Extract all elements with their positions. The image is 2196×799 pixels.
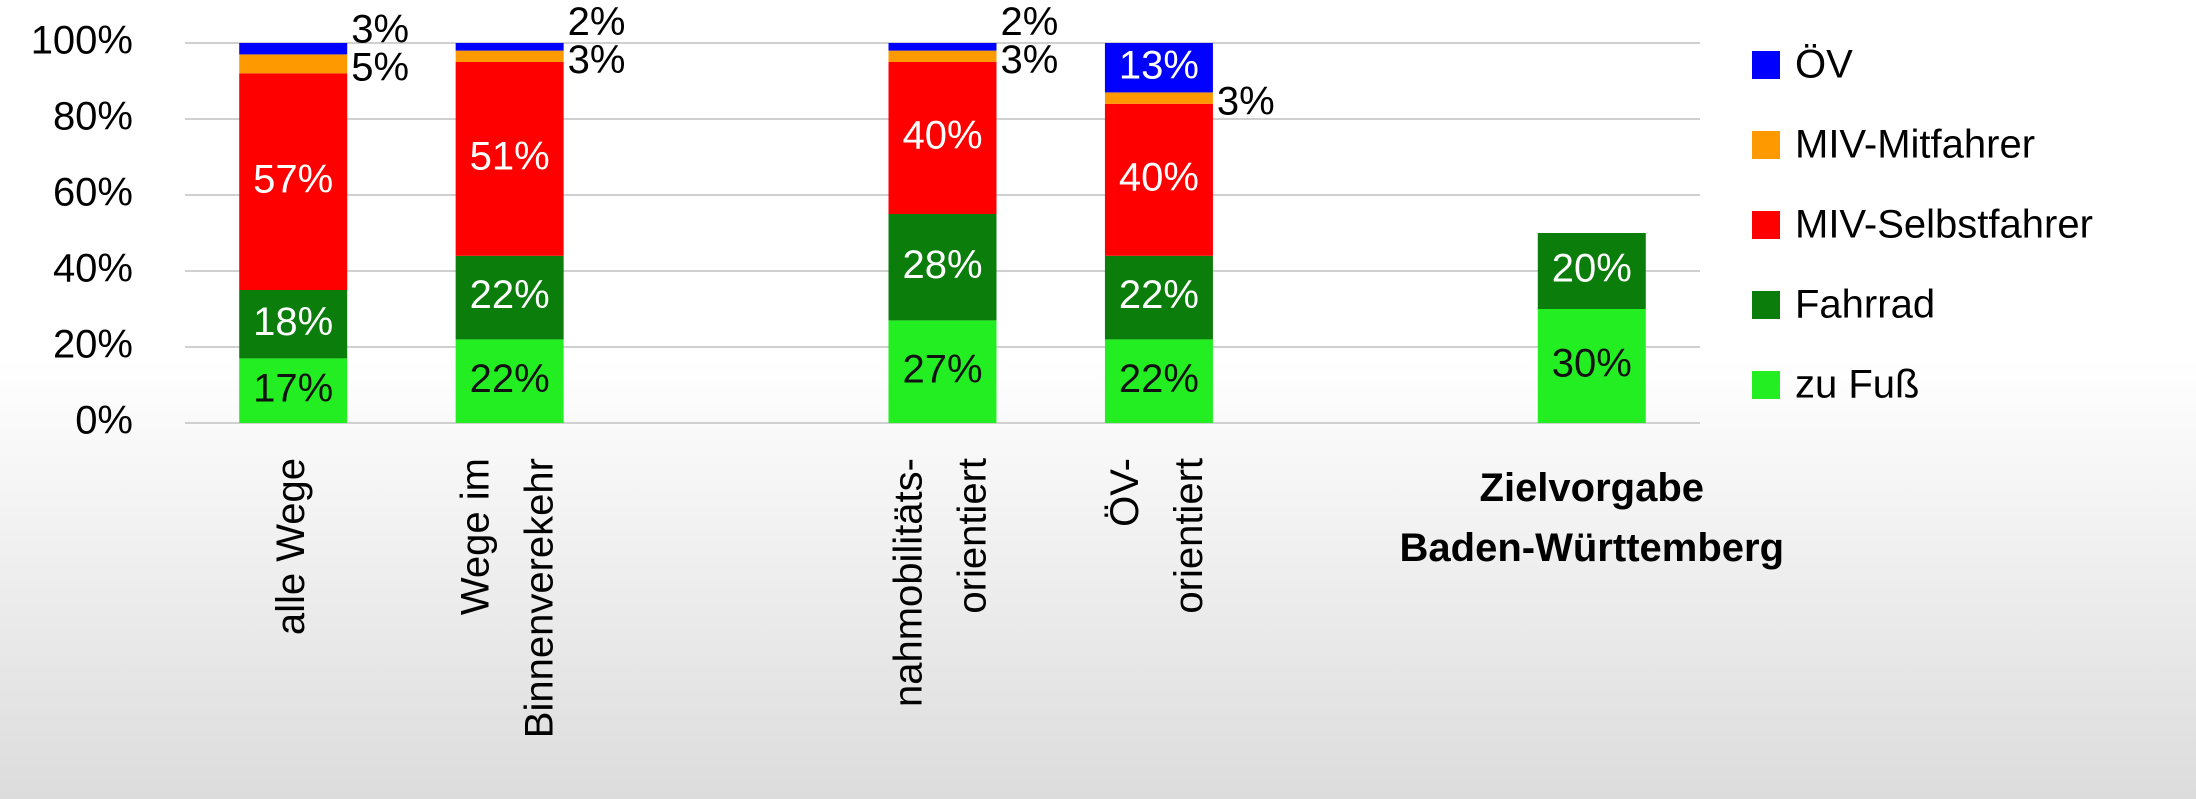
x-tick-label: alle Wege (269, 458, 313, 635)
data-label: 18% (253, 300, 333, 344)
bar-segment (239, 43, 348, 55)
bar-segment (455, 255, 564, 340)
data-label: 40% (1119, 155, 1199, 199)
data-label: 3% (351, 7, 409, 51)
x-tick-label: Wege im Binnenverekehr (453, 458, 561, 738)
legend-swatch (1752, 291, 1780, 319)
bar-segment (1104, 103, 1213, 256)
data-label: 22% (1119, 273, 1199, 317)
bar-segment (1537, 233, 1646, 309)
bar-segment (239, 54, 348, 74)
data-label: 57% (253, 157, 333, 201)
data-label: 3% (568, 38, 626, 82)
data-label: 28% (902, 243, 982, 287)
x-tick-label: nahmobilitäts-orientiert (886, 458, 994, 707)
data-label: 5% (351, 45, 409, 89)
bar-segment (239, 73, 348, 291)
data-label: 22% (1119, 357, 1199, 401)
bar-segment (1104, 255, 1213, 340)
data-label: 27% (902, 347, 982, 391)
y-tick-label: 60% (53, 171, 133, 215)
data-label: 20% (1552, 247, 1632, 291)
legend-label: MIV-Mitfahrer (1795, 123, 2035, 167)
bar-segment (1104, 43, 1213, 93)
bar-segment (1104, 92, 1213, 104)
bar-segment (888, 50, 997, 62)
legend-swatch (1752, 51, 1780, 79)
legend-swatch (1752, 211, 1780, 239)
y-tick-label: 100% (31, 19, 133, 63)
legend-label: ÖV (1795, 43, 1853, 87)
bar-segment (455, 50, 564, 62)
data-label: 22% (470, 273, 550, 317)
data-label: 51% (470, 134, 550, 178)
legend-swatch (1752, 131, 1780, 159)
bar-segment (455, 62, 564, 256)
x-tick-label: ÖV-orientiert (1102, 458, 1210, 614)
bar-segment (455, 43, 564, 51)
data-label: 3% (1001, 38, 1059, 82)
x-tick-label: Zielvorgabe Baden-Württemberg (1400, 466, 1784, 570)
legend-label: MIV-Selbstfahrer (1795, 203, 2093, 247)
legend-label: zu Fuß (1795, 363, 1919, 407)
bar-segment (1104, 339, 1213, 423)
bar-segment (1537, 309, 1646, 423)
data-label: 13% (1119, 43, 1199, 87)
y-tick-label: 40% (53, 247, 133, 291)
data-label: 3% (1217, 80, 1275, 124)
data-label: 22% (470, 357, 550, 401)
y-tick-label: 20% (53, 323, 133, 367)
bar-segment (888, 43, 997, 51)
bar-segment (888, 62, 997, 214)
bar-segment (888, 320, 997, 423)
bar-segment (455, 339, 564, 423)
data-label: 2% (568, 0, 626, 44)
y-tick-label: 80% (53, 95, 133, 139)
data-label: 2% (1001, 0, 1059, 44)
bar-segment (239, 358, 348, 423)
data-label: 30% (1552, 342, 1632, 386)
bar-segment (888, 214, 997, 321)
legend-swatch (1752, 371, 1780, 399)
legend-label: Fahrrad (1795, 283, 1935, 327)
data-label: 40% (902, 114, 982, 158)
y-tick-label: 0% (75, 399, 133, 443)
bar-segment (239, 290, 348, 359)
data-label: 17% (253, 366, 333, 410)
